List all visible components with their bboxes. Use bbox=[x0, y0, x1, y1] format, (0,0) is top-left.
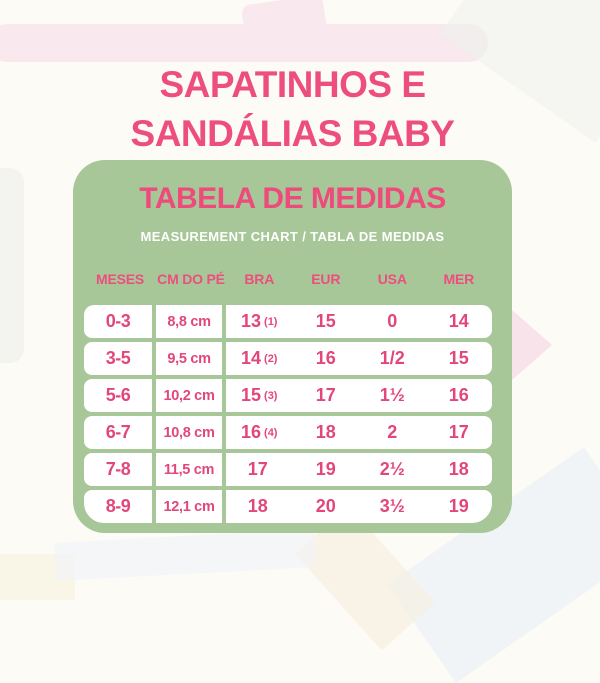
cell-cm: 12,1 cm bbox=[156, 490, 226, 523]
header-sizes: BRA EUR USA MER bbox=[226, 271, 492, 287]
table-row: 7-8 11,5 cm 17 19 2½ 18 bbox=[84, 453, 492, 486]
cell-meses: 0-3 bbox=[84, 305, 156, 338]
cell-meses: 6-7 bbox=[84, 416, 156, 449]
bra-note: (3) bbox=[264, 389, 278, 402]
cell-bra: 14 (2) bbox=[226, 342, 293, 375]
decorative-pink-band bbox=[0, 24, 488, 62]
cell-eur: 18 bbox=[315, 422, 336, 442]
header-mer: MER bbox=[443, 271, 474, 287]
cell-sizes: 18 20 3½ 19 bbox=[226, 490, 492, 523]
page-title: SAPATINHOS E SANDÁLIAS BABY bbox=[0, 60, 585, 158]
header-usa: USA bbox=[377, 271, 407, 287]
table-row: 3-5 9,5 cm 14 (2) 16 1/2 15 bbox=[84, 342, 492, 375]
cell-bra: 18 bbox=[226, 490, 293, 523]
cell-cm: 10,8 cm bbox=[156, 416, 226, 449]
table-row: 0-3 8,8 cm 13 (1) 15 0 14 bbox=[84, 305, 492, 338]
size-table: 0-3 8,8 cm 13 (1) 15 0 14 3-5 9,5 cm 14 (2… bbox=[84, 305, 492, 523]
cell-eur: 20 bbox=[315, 496, 336, 516]
bra-note: (1) bbox=[264, 315, 278, 328]
cell-sizes: 16 (4) 18 2 17 bbox=[226, 416, 492, 449]
cell-cm: 10,2 cm bbox=[156, 379, 226, 412]
cell-usa: 2 bbox=[387, 422, 398, 442]
decorative-bottom-left-shape bbox=[0, 554, 75, 600]
table-header-row: MESES CM DO PÉ BRA EUR USA MER bbox=[84, 267, 492, 291]
cell-usa: 1/2 bbox=[379, 348, 405, 368]
cell-mer: 15 bbox=[448, 348, 469, 368]
cell-cm: 8,8 cm bbox=[156, 305, 226, 338]
cell-mer: 17 bbox=[448, 422, 469, 442]
panel-subtitle: MEASUREMENT CHART / TABLA DE MEDIDAS bbox=[140, 229, 445, 244]
cell-meses: 7-8 bbox=[84, 453, 156, 486]
cell-mer: 16 bbox=[448, 385, 469, 405]
decorative-pink-tab bbox=[240, 0, 328, 42]
cell-eur: 15 bbox=[315, 311, 336, 331]
cell-bra: 17 bbox=[226, 453, 293, 486]
bra-value: 13 bbox=[241, 311, 262, 331]
cell-eur: 16 bbox=[315, 348, 336, 368]
page-title-line2: SANDÁLIAS BABY bbox=[130, 113, 455, 154]
cell-bra: 13 (1) bbox=[226, 305, 293, 338]
cell-usa: 3½ bbox=[379, 496, 405, 516]
cell-sizes: 15 (3) 17 1½ 16 bbox=[226, 379, 492, 412]
page-title-line1: SAPATINHOS E bbox=[159, 64, 426, 105]
header-cm: CM DO PÉ bbox=[157, 271, 225, 287]
header-meses: MESES bbox=[95, 271, 144, 287]
cell-meses: 5-6 bbox=[84, 379, 156, 412]
bra-value: 17 bbox=[247, 459, 268, 479]
decorative-bottom-blue-shape bbox=[54, 529, 316, 581]
cell-usa: 1½ bbox=[379, 385, 405, 405]
table-row: 5-6 10,2 cm 15 (3) 17 1½ 16 bbox=[84, 379, 492, 412]
cell-eur: 17 bbox=[315, 385, 336, 405]
bra-value: 18 bbox=[247, 496, 268, 516]
cell-meses: 3-5 bbox=[84, 342, 156, 375]
cell-usa: 2½ bbox=[379, 459, 405, 479]
cell-eur: 19 bbox=[315, 459, 336, 479]
cell-sizes: 13 (1) 15 0 14 bbox=[226, 305, 492, 338]
bra-value: 16 bbox=[241, 422, 262, 442]
cell-cm: 9,5 cm bbox=[156, 342, 226, 375]
cell-bra: 15 (3) bbox=[226, 379, 293, 412]
cell-mer: 19 bbox=[448, 496, 469, 516]
decorative-left-shape bbox=[0, 168, 24, 363]
table-row: 6-7 10,8 cm 16 (4) 18 2 17 bbox=[84, 416, 492, 449]
bra-value: 15 bbox=[241, 385, 262, 405]
measurement-panel: TABELA DE MEDIDAS MEASUREMENT CHART / TA… bbox=[73, 160, 512, 533]
cell-usa: 0 bbox=[387, 311, 398, 331]
cell-sizes: 14 (2) 16 1/2 15 bbox=[226, 342, 492, 375]
cell-mer: 18 bbox=[448, 459, 469, 479]
header-eur: EUR bbox=[311, 271, 341, 287]
cell-meses: 8-9 bbox=[84, 490, 156, 523]
header-bra: BRA bbox=[244, 271, 275, 287]
bra-note: (2) bbox=[264, 352, 278, 365]
cell-bra: 16 (4) bbox=[226, 416, 293, 449]
cell-cm: 11,5 cm bbox=[156, 453, 226, 486]
cell-mer: 14 bbox=[448, 311, 469, 331]
bra-value: 14 bbox=[241, 348, 262, 368]
panel-title: TABELA DE MEDIDAS bbox=[139, 182, 446, 215]
bra-note: (4) bbox=[264, 426, 278, 439]
table-row: 8-9 12,1 cm 18 20 3½ 19 bbox=[84, 490, 492, 523]
cell-sizes: 17 19 2½ 18 bbox=[226, 453, 492, 486]
